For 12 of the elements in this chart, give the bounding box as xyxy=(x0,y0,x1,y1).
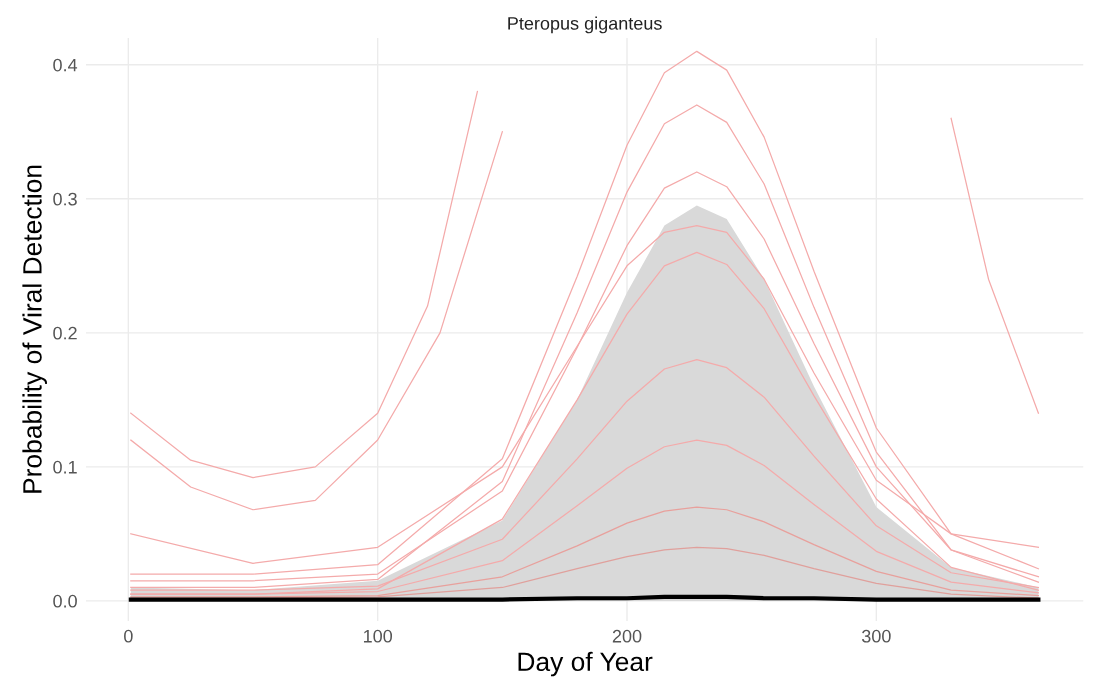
x-tick-label: 200 xyxy=(612,629,642,643)
y-tick-label: 0.4 xyxy=(53,58,78,72)
x-tick-label: 0 xyxy=(124,629,133,643)
chart-title: Pteropus giganteus xyxy=(508,16,662,34)
y-tick-label: 0.2 xyxy=(53,326,77,340)
y-tick-label: 0.0 xyxy=(53,594,77,608)
y-tick-label: 0.1 xyxy=(53,460,77,474)
x-axis-title: Day of Year xyxy=(518,651,653,677)
y-tick-label: 0.3 xyxy=(53,192,77,206)
y-axis-title: Probability of Viral Detection xyxy=(22,165,47,493)
x-tick-label: 100 xyxy=(363,629,393,643)
x-tick-label: 300 xyxy=(861,629,891,643)
